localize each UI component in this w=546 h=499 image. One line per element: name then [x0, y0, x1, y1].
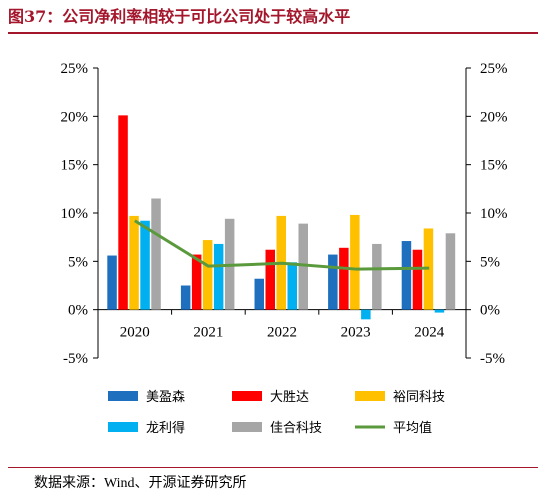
bar — [328, 254, 338, 310]
legend-swatch — [108, 422, 138, 432]
legend-swatch — [108, 391, 138, 401]
bar — [287, 262, 297, 310]
source-note: 数据来源：Wind、开源证券研究所 — [34, 476, 247, 491]
net-margin-chart: -5% -5% 0% 0% 5% 5% 10% 10% 15% 15% 20% 20% 25% 25% 20… — [61, 61, 508, 436]
left-tick-label: 15% — [61, 158, 89, 174]
legend-label: 平均值 — [393, 420, 432, 436]
category-label: 2024 — [414, 325, 445, 341]
bar — [118, 115, 128, 310]
right-tick-label: 15% — [480, 158, 508, 174]
bar — [202, 240, 213, 310]
bar — [361, 309, 371, 320]
left-tick-label: 0% — [68, 303, 88, 319]
footer-rule — [8, 467, 538, 468]
bar — [107, 255, 117, 310]
left-tick-label: 10% — [61, 206, 89, 222]
legend-swatch — [232, 391, 262, 401]
legend-label: 美盈森 — [146, 390, 185, 405]
bar — [265, 249, 275, 310]
bar — [350, 214, 360, 310]
left-tick-label: 5% — [68, 254, 88, 270]
bar — [372, 243, 382, 310]
bar — [213, 243, 224, 310]
legend-swatch — [232, 422, 262, 432]
bar — [254, 278, 264, 310]
right-tick-label: 10% — [480, 206, 508, 222]
legend-label: 佳合科技 — [270, 421, 322, 436]
legend-swatch — [355, 391, 385, 401]
axes — [93, 67, 471, 359]
bar — [401, 241, 412, 310]
tick-labels: -5% -5% 0% 0% 5% 5% 10% 10% 15% 15% 20% 20% 25% 25% 20… — [61, 61, 508, 367]
bar — [412, 249, 423, 310]
bar — [140, 220, 150, 310]
legend-label: 大胜达 — [270, 390, 309, 405]
right-tick-label: 25% — [480, 61, 508, 77]
bar — [151, 198, 161, 310]
category-label: 2023 — [341, 325, 371, 341]
right-tick-label: 5% — [480, 254, 500, 270]
legend-label: 裕同科技 — [393, 390, 445, 405]
left-tick-label: -5% — [63, 351, 88, 367]
bar — [180, 285, 191, 310]
bar — [339, 247, 349, 310]
category-label: 2021 — [193, 325, 223, 341]
bar — [445, 233, 456, 310]
left-tick-label: 25% — [61, 61, 89, 77]
legend-label: 龙利得 — [146, 420, 185, 436]
left-tick-label: 20% — [61, 109, 89, 125]
bar — [434, 309, 445, 313]
right-tick-label: -5% — [480, 351, 505, 367]
bars — [107, 115, 456, 320]
figure-title: 图37：公司净利率相较于可比公司处于较高水平 — [8, 7, 351, 26]
bar — [298, 223, 308, 310]
category-label: 2022 — [267, 325, 297, 341]
bar — [191, 254, 202, 310]
bar — [129, 215, 139, 310]
title-rule — [8, 32, 538, 34]
right-tick-label: 20% — [480, 109, 508, 125]
right-tick-label: 0% — [480, 303, 500, 319]
average-line — [134, 219, 430, 271]
category-label: 2020 — [120, 325, 150, 341]
